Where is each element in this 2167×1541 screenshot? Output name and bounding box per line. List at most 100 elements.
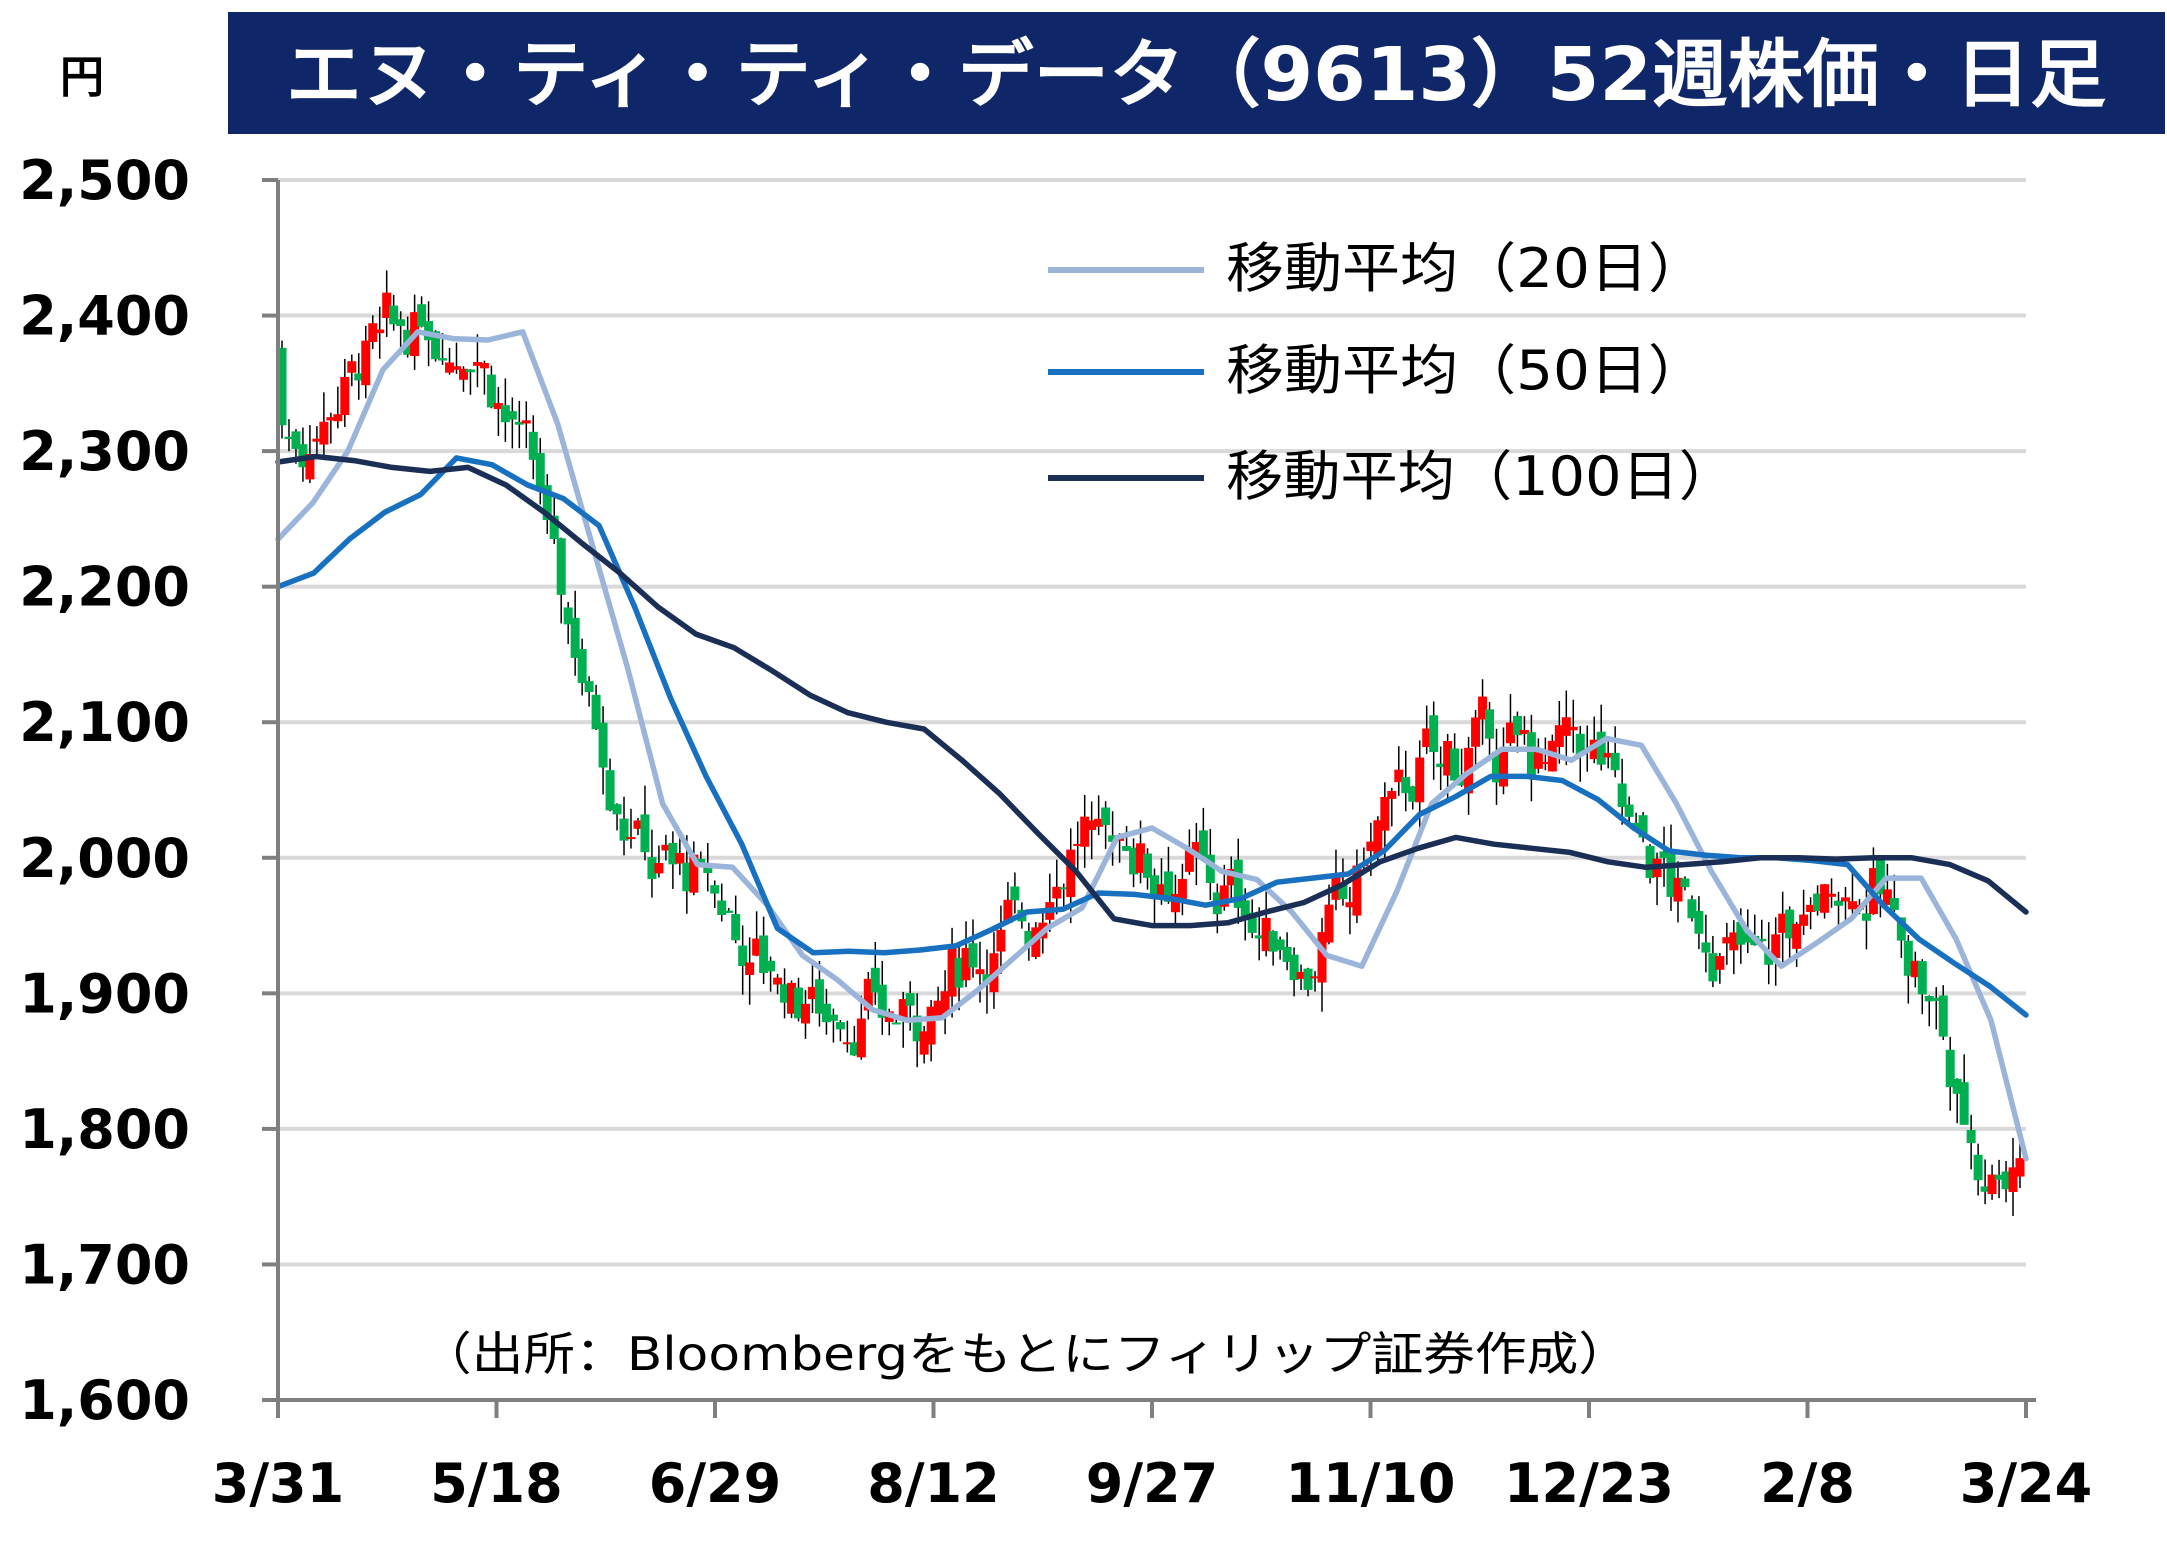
candle-body-93	[926, 1006, 936, 1045]
candle-body-139	[1247, 912, 1257, 933]
candle-body-188	[1589, 739, 1599, 760]
candle-body-195	[1638, 815, 1648, 838]
x-tick-label-7: 2/8	[1760, 1452, 1855, 1515]
candle-body-118	[1101, 807, 1111, 826]
candle-body-218	[1799, 914, 1809, 926]
candle-body-16	[389, 305, 399, 325]
candle-body-191	[1610, 752, 1620, 771]
candle-body-206	[1715, 956, 1725, 970]
candle-body-248	[2008, 1167, 2018, 1192]
candle-body-24	[445, 362, 455, 373]
candle-body-156	[1366, 841, 1376, 852]
candle-body-2	[291, 431, 301, 449]
candle-body-209	[1736, 921, 1746, 945]
candle-body-176	[1505, 722, 1515, 744]
candle-body-43	[577, 648, 587, 684]
candle-body-94	[933, 1000, 943, 1018]
candle-body-126	[1156, 884, 1166, 899]
candle-body-45	[591, 694, 601, 730]
candle-body-77	[814, 979, 824, 1014]
candle-body-21	[424, 321, 434, 341]
candle-body-185	[1568, 726, 1578, 731]
candle-body-66	[738, 945, 748, 966]
candle-body-212	[1757, 938, 1767, 942]
legend-item-ma20: 移動平均（20日）	[1048, 237, 1706, 300]
candle-body-225	[1847, 901, 1857, 910]
y-tick-label-4: 2,100	[19, 691, 190, 754]
candle-body-47	[605, 770, 615, 811]
candle-body-11	[354, 373, 364, 381]
candle-body-244	[1980, 1186, 1990, 1192]
candle-body-143	[1275, 939, 1285, 951]
candle-body-8	[333, 414, 343, 422]
candle-body-14	[375, 329, 385, 334]
candle-body-29	[479, 362, 489, 369]
moving-average-lines	[275, 329, 2029, 1162]
candle-body-246	[1994, 1174, 2004, 1180]
candle-body-240	[1952, 1078, 1962, 1094]
candle-body-175	[1498, 749, 1508, 787]
x-tick-label-5: 11/10	[1285, 1452, 1455, 1515]
candle-body-25	[451, 366, 461, 370]
candle-body-147	[1303, 968, 1313, 990]
candle-body-51	[633, 820, 643, 829]
candle-body-90	[905, 993, 915, 1006]
candle-body-159	[1387, 790, 1397, 799]
x-tick-label-1: 5/18	[430, 1452, 562, 1515]
candle-body-138	[1240, 900, 1250, 916]
x-tick-label-0: 3/31	[212, 1452, 344, 1515]
candle-body-54	[654, 862, 664, 874]
candle-body-148	[1310, 976, 1320, 979]
plot-area: 2,500 2,400 2,300 2,200 2,100 2,000 1,900 1,800…	[19, 149, 2092, 1515]
candle-body-86	[877, 984, 887, 1018]
candle-body-6	[319, 421, 329, 445]
candle-body-229	[1875, 859, 1885, 895]
candle-body-12	[361, 340, 371, 386]
candle-body-58	[682, 862, 692, 892]
candle-body-230	[1882, 889, 1892, 905]
candle-body-98	[961, 947, 971, 981]
candle-body-62	[710, 885, 720, 894]
candle-body-152	[1338, 884, 1348, 900]
candle-body-137	[1233, 859, 1243, 908]
candle-body-241	[1959, 1082, 1969, 1125]
legend-item-ma100: 移動平均（100日）	[1048, 445, 1736, 508]
candle-body-108	[1031, 927, 1041, 957]
candle-body-203	[1694, 910, 1704, 934]
candle-body-216	[1785, 909, 1795, 939]
candle-body-84	[863, 978, 873, 1011]
candle-body-219	[1806, 904, 1816, 913]
candle-body-39	[549, 515, 559, 540]
candle-body-42	[570, 617, 580, 658]
candle-body-215	[1778, 913, 1788, 933]
candle-body-135	[1219, 885, 1229, 907]
candle-body-57	[675, 852, 685, 864]
candle-body-128	[1170, 893, 1180, 913]
candle-body-73	[787, 982, 797, 1014]
candle-body-199	[1666, 853, 1676, 897]
y-axis-ticks: 2,500 2,400 2,300 2,200 2,100 2,000 1,900 1,800…	[19, 149, 190, 1432]
candle-body-104	[1003, 899, 1013, 924]
candle-body-112	[1059, 887, 1069, 890]
candle-body-116	[1087, 820, 1097, 831]
candle-body-223	[1834, 900, 1844, 906]
candle-body-178	[1519, 729, 1529, 734]
candle-body-183	[1554, 725, 1564, 747]
candle-body-222	[1827, 893, 1837, 897]
candle-body-92	[919, 1031, 929, 1055]
candle-body-242	[1966, 1129, 1976, 1144]
candle-body-89	[898, 999, 908, 1020]
candle-body-125	[1149, 875, 1159, 896]
candle-body-220	[1813, 893, 1823, 911]
candle-body-247	[2001, 1171, 2011, 1190]
candle-body-79	[828, 1014, 838, 1021]
y-tick-label-0: 2,500	[19, 149, 190, 212]
y-tick-label-7: 1,800	[19, 1098, 190, 1161]
candle-body-28	[472, 362, 482, 366]
candle-body-142	[1268, 931, 1278, 952]
candle-body-23	[438, 358, 448, 361]
candle-body-221	[1820, 884, 1830, 913]
chart-title: エヌ・ティ・ティ・データ（9613）52週株価・日足	[286, 32, 2106, 118]
x-axis-ticks: 3/31 5/18 6/29 8/12 9/27 11/10 12/23 2/8 3/24	[212, 1452, 2092, 1515]
